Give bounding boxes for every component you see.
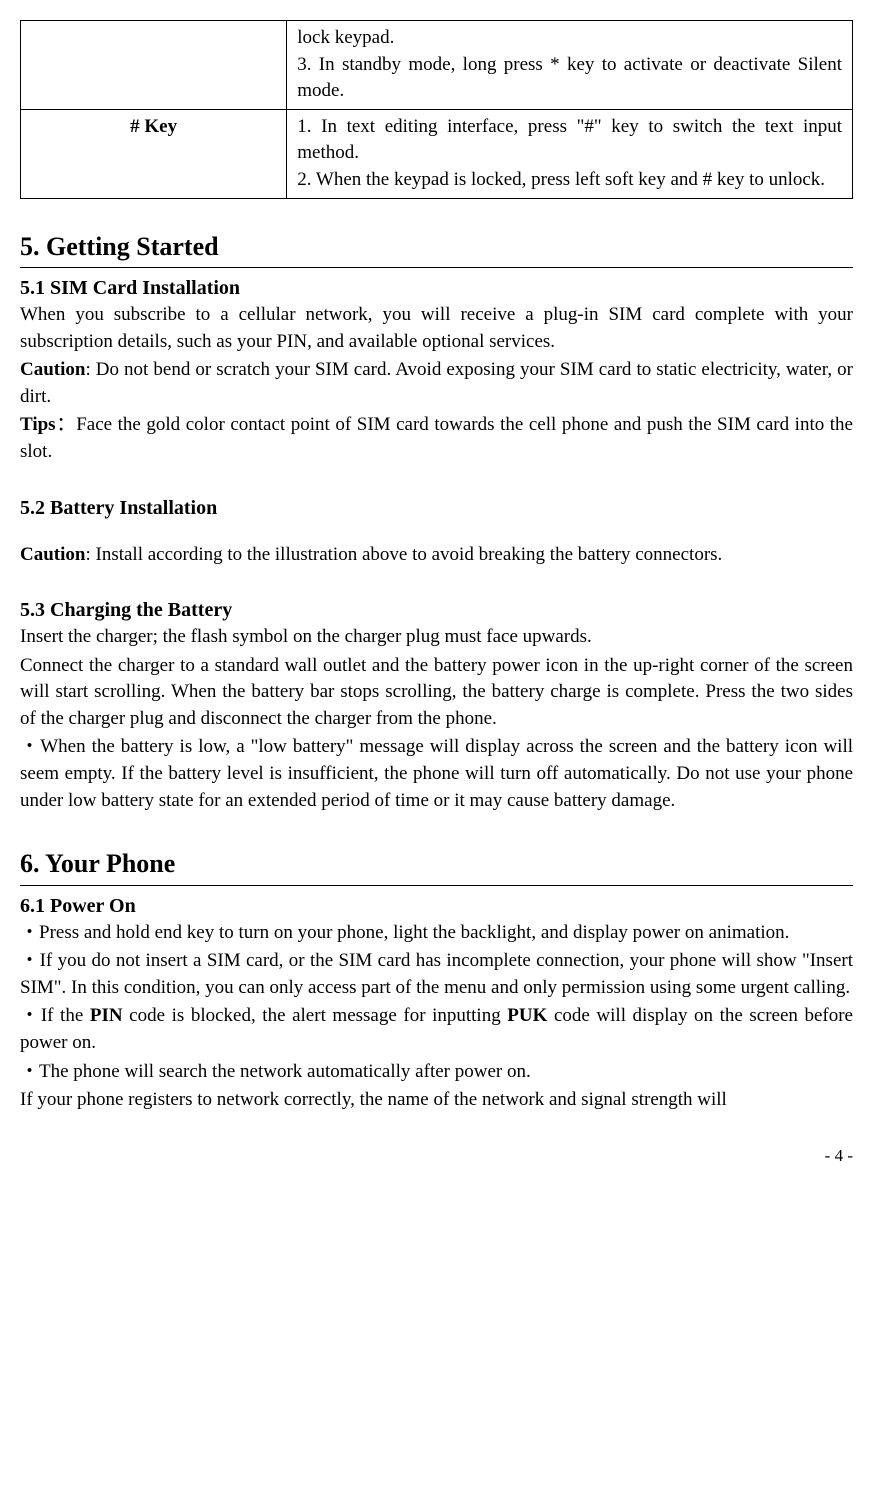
key-name-cell (21, 21, 287, 110)
body-text: Caution: Do not bend or scratch your SIM… (20, 357, 853, 410)
body-text: code is blocked, the alert message for i… (123, 1005, 508, 1026)
section-6-1-heading: 6.1 Power On (20, 892, 853, 920)
section-5-2-heading: 5.2 Battery Installation (20, 494, 853, 522)
body-text: Tips：Face the gold color contact point o… (20, 412, 853, 465)
body-text: ・When the battery is low, a "low battery… (20, 734, 853, 814)
body-text: ・Press and hold end key to turn on your … (20, 920, 853, 947)
table-row: lock keypad. 3. In standby mode, long pr… (21, 21, 853, 110)
body-text: ・The phone will search the network autom… (20, 1059, 853, 1086)
body-text: ：Face the gold color contact point of SI… (20, 414, 853, 462)
caution-label: Caution (20, 544, 85, 565)
page-number: - 4 - (20, 1144, 853, 1168)
pin-label: PIN (90, 1005, 123, 1026)
section-rule (20, 885, 853, 886)
body-text: : Install according to the illustration … (85, 544, 722, 565)
tips-label: Tips (20, 414, 56, 435)
section-5-3-heading: 5.3 Charging the Battery (20, 596, 853, 624)
body-text: Caution: Install according to the illust… (20, 542, 853, 569)
body-text: Connect the charger to a standard wall o… (20, 653, 853, 733)
key-name-cell: # Key (21, 109, 287, 198)
body-text: : Do not bend or scratch your SIM card. … (20, 359, 853, 407)
body-text: ・If the (20, 1005, 90, 1026)
section-5-1-heading: 5.1 SIM Card Installation (20, 274, 853, 302)
body-text: When you subscribe to a cellular network… (20, 302, 853, 355)
section-rule (20, 267, 853, 268)
body-text: ・If you do not insert a SIM card, or the… (20, 948, 853, 1001)
body-text: Insert the charger; the flash symbol on … (20, 624, 853, 651)
key-table: lock keypad. 3. In standby mode, long pr… (20, 20, 853, 199)
key-desc-cell: lock keypad. 3. In standby mode, long pr… (287, 21, 853, 110)
body-text: If your phone registers to network corre… (20, 1087, 853, 1114)
section-5-title: 5. Getting Started (20, 229, 853, 267)
body-text: ・If the PIN code is blocked, the alert m… (20, 1003, 853, 1056)
section-6-title: 6. Your Phone (20, 846, 853, 884)
puk-label: PUK (507, 1005, 547, 1026)
table-row: # Key 1. In text editing interface, pres… (21, 109, 853, 198)
key-desc-cell: 1. In text editing interface, press "#" … (287, 109, 853, 198)
caution-label: Caution (20, 359, 85, 380)
